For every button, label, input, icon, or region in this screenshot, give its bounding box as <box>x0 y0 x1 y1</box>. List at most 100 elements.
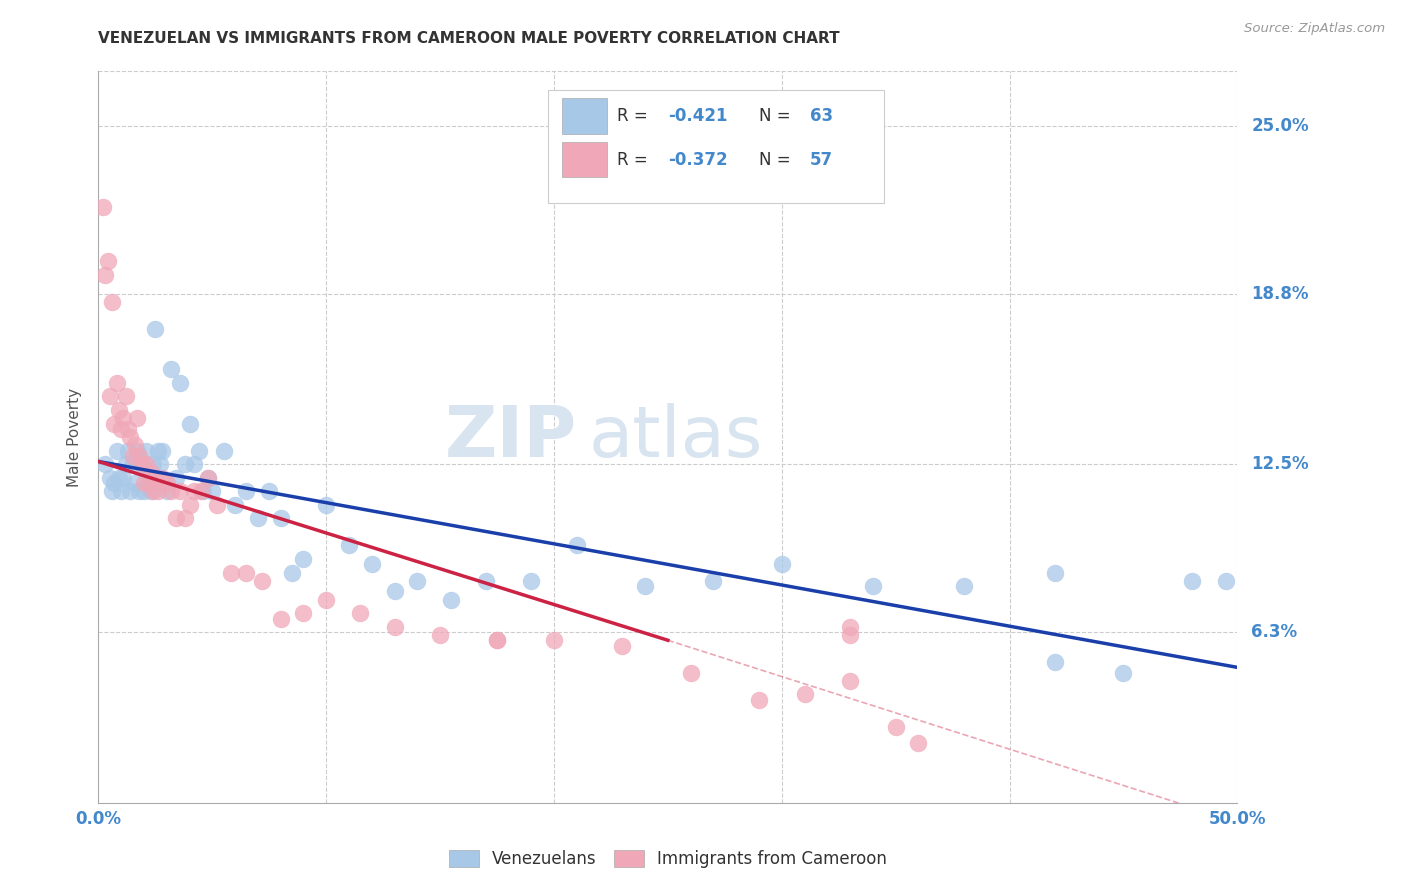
Point <box>1112 665 1135 680</box>
Point <box>193 484 215 499</box>
Point <box>150 443 173 458</box>
Point <box>183 457 205 471</box>
Point <box>174 511 197 525</box>
Point <box>110 422 132 436</box>
Point <box>120 430 142 444</box>
Point <box>337 538 360 552</box>
Point <box>121 457 143 471</box>
Point <box>953 579 976 593</box>
Point <box>96 254 118 268</box>
Point <box>124 476 146 491</box>
Point <box>884 720 907 734</box>
Point <box>108 471 131 485</box>
Point <box>139 484 162 499</box>
Point <box>165 471 187 485</box>
Point <box>907 736 929 750</box>
Text: 57: 57 <box>810 151 834 169</box>
Point <box>201 484 224 499</box>
Point <box>94 457 117 471</box>
Point <box>132 484 155 499</box>
Point <box>135 457 157 471</box>
Point <box>679 665 702 680</box>
Point <box>146 443 169 458</box>
Point <box>292 606 315 620</box>
Text: 18.8%: 18.8% <box>1251 285 1309 302</box>
Point <box>114 457 136 471</box>
Point <box>315 592 337 607</box>
Point <box>131 457 153 471</box>
Point <box>205 498 228 512</box>
Point <box>235 566 257 580</box>
Point <box>112 411 135 425</box>
Point <box>145 471 167 485</box>
Text: R =: R = <box>617 151 652 169</box>
Text: 63: 63 <box>810 107 834 125</box>
Point <box>142 484 165 499</box>
Point <box>520 574 543 588</box>
Text: 12.5%: 12.5% <box>1251 455 1309 473</box>
Point <box>770 558 793 572</box>
FancyBboxPatch shape <box>562 98 607 134</box>
Text: 6.3%: 6.3% <box>1251 624 1298 641</box>
Point <box>1181 574 1204 588</box>
Point <box>179 498 201 512</box>
Point <box>839 628 862 642</box>
Point <box>183 484 205 499</box>
Point <box>174 457 197 471</box>
Point <box>139 465 162 479</box>
Point <box>108 403 131 417</box>
Point <box>1215 574 1237 588</box>
Text: Source: ZipAtlas.com: Source: ZipAtlas.com <box>1244 22 1385 36</box>
Point <box>169 376 191 390</box>
Point <box>165 511 187 525</box>
Point <box>138 476 160 491</box>
Point <box>270 511 292 525</box>
Point <box>252 574 274 588</box>
Point <box>138 471 160 485</box>
Point <box>128 484 150 499</box>
Text: -0.421: -0.421 <box>668 107 727 125</box>
Point <box>360 558 382 572</box>
Point <box>486 633 509 648</box>
Point <box>156 476 179 491</box>
Point <box>486 633 509 648</box>
Point <box>146 484 169 499</box>
Point <box>224 498 246 512</box>
Point <box>190 484 212 499</box>
Point <box>246 511 269 525</box>
Text: R =: R = <box>617 107 652 125</box>
Point <box>101 294 124 309</box>
Point <box>117 422 139 436</box>
Text: ZIP: ZIP <box>444 402 576 472</box>
Point <box>135 443 157 458</box>
Point <box>474 574 496 588</box>
Point <box>127 411 149 425</box>
Point <box>128 449 150 463</box>
Point <box>219 566 242 580</box>
Point <box>149 457 172 471</box>
Point <box>98 389 121 403</box>
Text: VENEZUELAN VS IMMIGRANTS FROM CAMEROON MALE POVERTY CORRELATION CHART: VENEZUELAN VS IMMIGRANTS FROM CAMEROON M… <box>98 31 839 46</box>
Text: N =: N = <box>759 151 796 169</box>
Point <box>1043 566 1066 580</box>
Point <box>281 566 304 580</box>
Point <box>793 688 815 702</box>
Point <box>543 633 565 648</box>
Point <box>91 200 114 214</box>
Point <box>98 471 121 485</box>
Point <box>235 484 257 499</box>
Point <box>160 362 183 376</box>
Point <box>110 484 132 499</box>
Point <box>105 376 128 390</box>
Point <box>315 498 337 512</box>
Point <box>131 457 153 471</box>
Point <box>169 484 191 499</box>
Point <box>101 484 124 499</box>
Point <box>197 471 219 485</box>
Point <box>406 574 429 588</box>
Text: 25.0%: 25.0% <box>1251 117 1309 135</box>
Point <box>160 484 183 499</box>
Point <box>156 484 179 499</box>
Point <box>1043 655 1066 669</box>
Point <box>612 639 634 653</box>
